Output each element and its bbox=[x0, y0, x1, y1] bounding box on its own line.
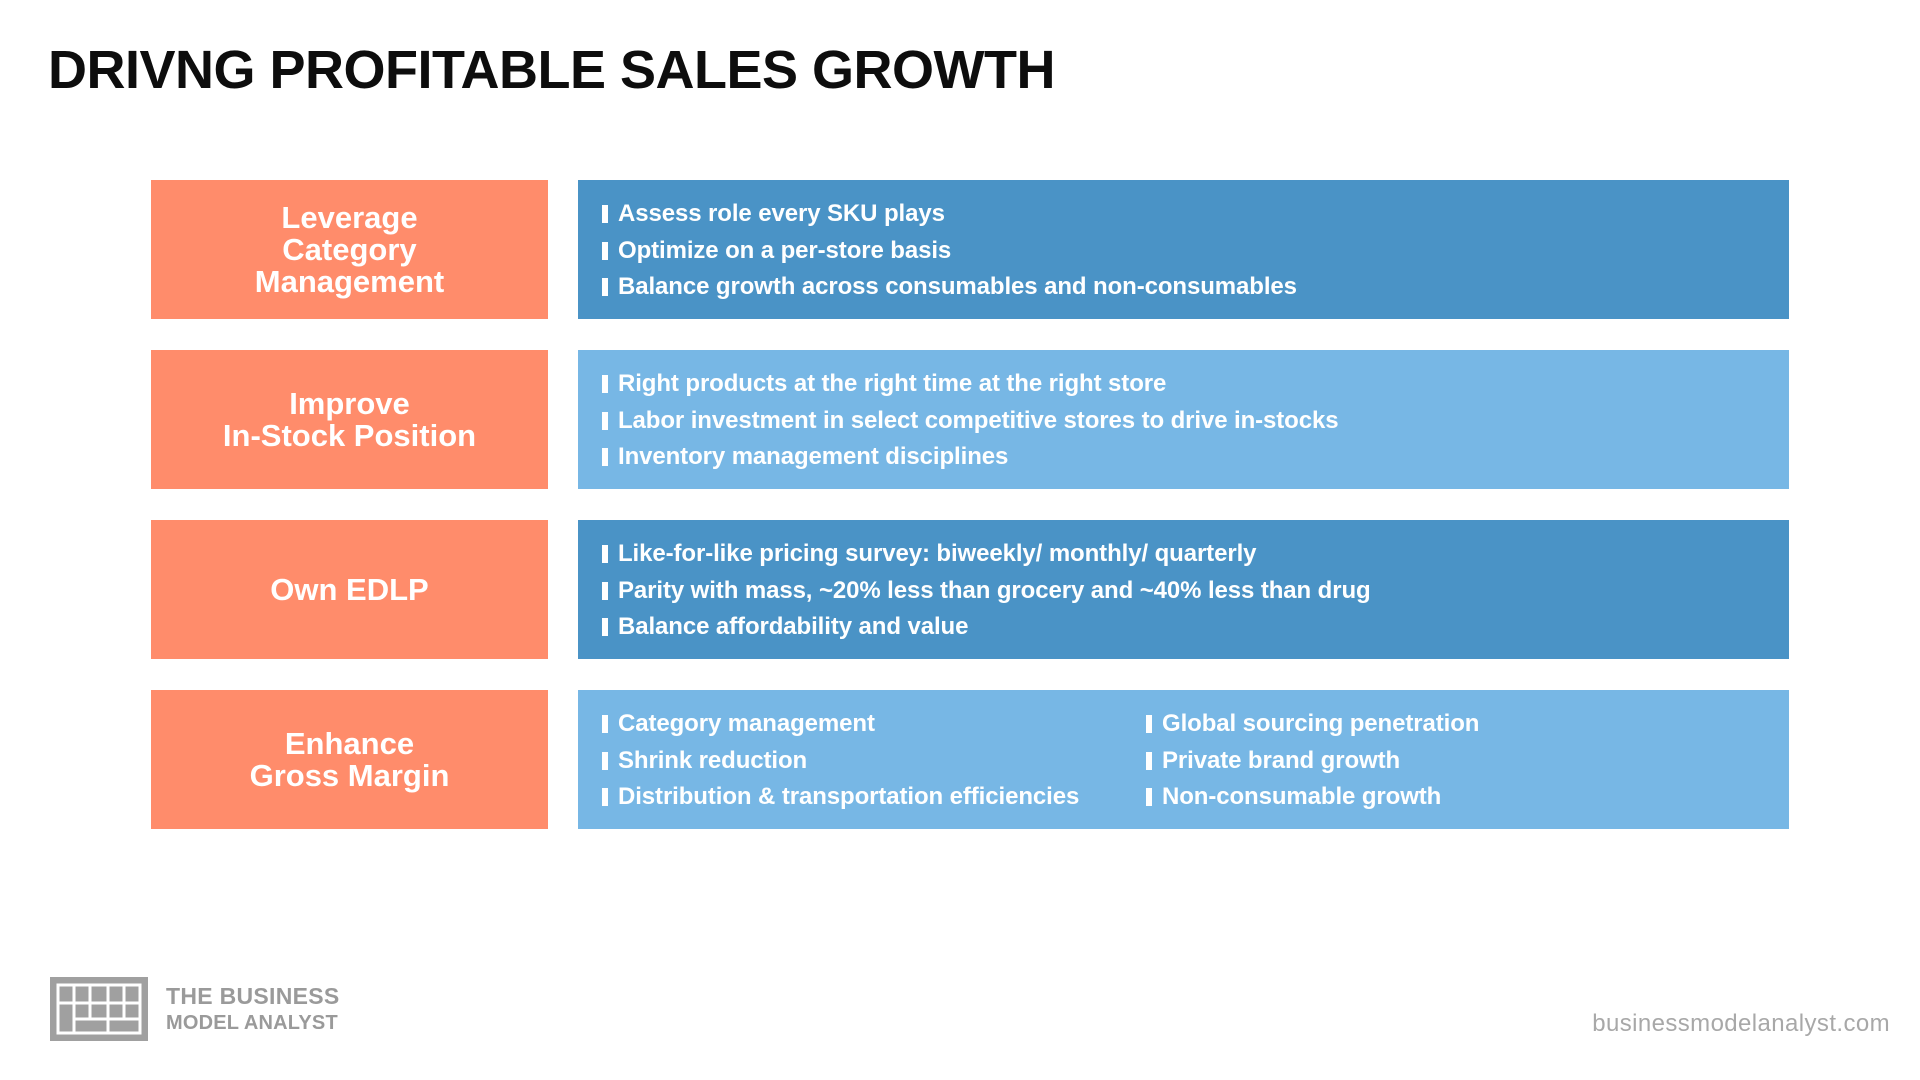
bullet-item: Assess role every SKU plays bbox=[602, 196, 1297, 233]
row-label-box: Leverage Category Management bbox=[151, 180, 548, 319]
strategy-row: Improve In-Stock Position Right products… bbox=[151, 350, 1789, 489]
bullet-bar-icon bbox=[602, 278, 608, 297]
row-label: Enhance Gross Margin bbox=[249, 725, 450, 793]
bullet-item: Distribution & transportation efficienci… bbox=[602, 779, 1086, 816]
bullet-text: Inventory management disciplines bbox=[618, 443, 1009, 471]
bullet-text: Like-for-like pricing survey: biweekly/ … bbox=[618, 540, 1257, 568]
row-label-box: Enhance Gross Margin bbox=[151, 690, 548, 829]
bullet-item: Balance affordability and value bbox=[602, 609, 1371, 646]
bullet-bar-icon bbox=[602, 375, 608, 394]
row-label-box: Improve In-Stock Position bbox=[151, 350, 548, 489]
row-label: Leverage Category Management bbox=[254, 199, 445, 299]
bullet-bar-icon bbox=[602, 751, 608, 770]
bullet-item: Labor investment in select competitive s… bbox=[602, 403, 1339, 440]
bullet-column: Global sourcing penetration Private bran… bbox=[1146, 706, 1479, 829]
bullet-bar-icon bbox=[602, 411, 608, 430]
bullet-text: Right products at the right time at the … bbox=[618, 370, 1167, 398]
logo-line-2: MODEL ANALYST bbox=[166, 1011, 338, 1034]
bullet-bar-icon bbox=[602, 205, 608, 224]
bullet-bar-icon bbox=[602, 788, 608, 807]
bullet-column: Like-for-like pricing survey: biweekly/ … bbox=[602, 536, 1371, 659]
row-detail-box: Category management Shrink reduction Dis… bbox=[578, 690, 1789, 829]
bullet-item: Category management bbox=[602, 706, 1086, 743]
bullet-bar-icon bbox=[602, 448, 608, 467]
logo-line-1: THE BUSINESS bbox=[166, 982, 340, 1009]
bullet-column: Assess role every SKU plays Optimize on … bbox=[602, 196, 1297, 319]
row-label: Improve In-Stock Position bbox=[222, 385, 477, 453]
bullet-bar-icon bbox=[602, 241, 608, 260]
bullet-text: Assess role every SKU plays bbox=[618, 200, 945, 228]
bullet-item: Like-for-like pricing survey: biweekly/ … bbox=[602, 536, 1371, 573]
page-title: DRIVNG PROFITABLE SALES GROWTH bbox=[48, 40, 1056, 100]
bullet-text: Balance growth across consumables and no… bbox=[618, 273, 1297, 301]
row-detail-box: Right products at the right time at the … bbox=[578, 350, 1789, 489]
bullet-text: Balance affordability and value bbox=[618, 613, 969, 641]
bullet-item: Private brand growth bbox=[1146, 743, 1479, 780]
bullet-item: Balance growth across consumables and no… bbox=[602, 269, 1297, 306]
row-label-box: Own EDLP bbox=[151, 520, 548, 659]
bullet-item: Right products at the right time at the … bbox=[602, 366, 1338, 403]
bullet-bar-icon bbox=[1146, 788, 1152, 807]
logo-text: THE BUSINESS MODEL ANALYST bbox=[166, 983, 340, 1036]
row-detail-box: Assess role every SKU plays Optimize on … bbox=[578, 180, 1789, 319]
bullet-text: Distribution & transportation efficienci… bbox=[618, 783, 1080, 811]
bullet-text: Private brand growth bbox=[1162, 746, 1401, 774]
bullet-column: Category management Shrink reduction Dis… bbox=[602, 706, 1086, 829]
bullet-bar-icon bbox=[602, 581, 608, 600]
strategy-row: Enhance Gross Margin Category management… bbox=[151, 690, 1789, 829]
bullet-item: Shrink reduction bbox=[602, 743, 1086, 780]
bullet-text: Parity with mass, ~20% less than grocery… bbox=[618, 576, 1371, 604]
bullet-bar-icon bbox=[602, 545, 608, 564]
bullet-text: Global sourcing penetration bbox=[1162, 710, 1480, 738]
bullet-bar-icon bbox=[602, 618, 608, 637]
footer-logo: THE BUSINESS MODEL ANALYST bbox=[50, 977, 340, 1041]
strategy-row: Own EDLP Like-for-like pricing survey: b… bbox=[151, 520, 1789, 659]
bullet-item: Non-consumable growth bbox=[1146, 779, 1479, 816]
footer-url: businessmodelanalyst.com bbox=[1592, 1010, 1890, 1037]
bullet-text: Optimize on a per-store basis bbox=[618, 236, 952, 264]
bullet-bar-icon bbox=[602, 715, 608, 734]
row-label: Own EDLP bbox=[270, 571, 429, 607]
bullet-bar-icon bbox=[1146, 751, 1152, 770]
row-detail-box: Like-for-like pricing survey: biweekly/ … bbox=[578, 520, 1789, 659]
bullet-item: Global sourcing penetration bbox=[1146, 706, 1479, 743]
bullet-column: Right products at the right time at the … bbox=[602, 366, 1339, 489]
bullet-text: Shrink reduction bbox=[618, 746, 808, 774]
bullet-bar-icon bbox=[1146, 715, 1152, 734]
bullet-text: Non-consumable growth bbox=[1162, 783, 1442, 811]
grid-logo-icon bbox=[50, 977, 148, 1041]
bullet-item: Inventory management disciplines bbox=[602, 439, 1338, 476]
strategy-row: Leverage Category Management Assess role… bbox=[151, 180, 1789, 319]
bullet-text: Labor investment in select competitive s… bbox=[618, 406, 1339, 434]
bullet-item: Parity with mass, ~20% less than grocery… bbox=[602, 573, 1371, 610]
bullet-item: Optimize on a per-store basis bbox=[602, 233, 1297, 270]
bullet-text: Category management bbox=[618, 710, 875, 738]
